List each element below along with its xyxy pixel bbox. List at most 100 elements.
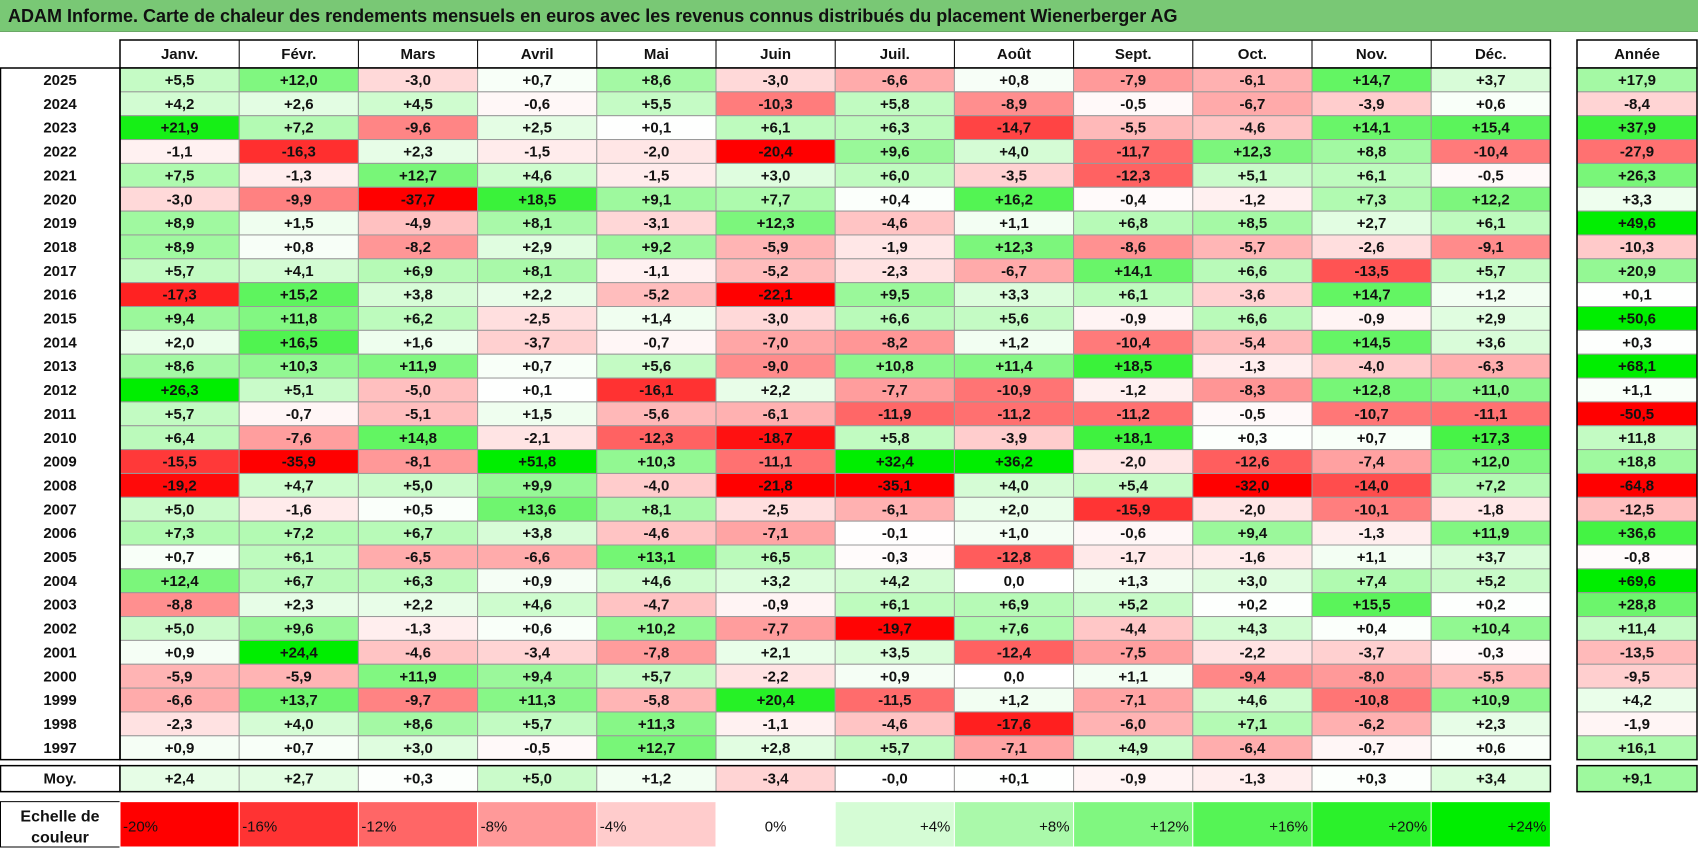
cell-value: +32,4 (876, 454, 915, 471)
cell-value: -12,4 (997, 644, 1032, 661)
cell-value: -7,4 (1359, 454, 1386, 471)
cell-value: +9,2 (642, 239, 672, 256)
avg-value: -0,0 (882, 771, 908, 788)
cell-value: -3,7 (524, 334, 550, 351)
cell-value: +10,2 (637, 621, 675, 638)
cell-value: -11,1 (759, 454, 792, 471)
cell-value: -4,6 (882, 716, 908, 733)
scale-swatch (477, 801, 598, 848)
cell-value: 0,0 (1004, 573, 1025, 590)
cell-value: +5,5 (642, 96, 672, 113)
cell-value: +1,5 (284, 215, 314, 232)
cell-value: +3,6 (1476, 334, 1506, 351)
cell-value: -0,3 (882, 549, 908, 566)
page-title: ADAM Informe. Carte de chaleur des rende… (8, 6, 1178, 26)
cell-value: +7,2 (284, 120, 314, 137)
avg-value: +3,4 (1476, 771, 1506, 788)
cell-value: +8,8 (1357, 144, 1387, 161)
cell-value: +6,8 (1118, 215, 1148, 232)
row-year-label: 2012 (43, 382, 76, 399)
scale-swatch-label: 0% (765, 819, 787, 836)
row-year-label: 2005 (43, 549, 76, 566)
cell-value: -12,3 (639, 430, 673, 447)
cell-value: -1,6 (1239, 549, 1265, 566)
cell-value: +24,4 (280, 644, 319, 661)
cell-value: -8,1 (405, 454, 431, 471)
month-header-11: Nov. (1356, 46, 1387, 63)
cell-value: +9,5 (880, 287, 910, 304)
cell-value: +16,2 (995, 191, 1033, 208)
avg-value: +1,2 (642, 771, 672, 788)
cell-value: +9,4 (522, 668, 552, 685)
row-year-label: 2003 (43, 597, 76, 614)
annual-value: -1,9 (1624, 716, 1650, 733)
annual-value: +26,3 (1618, 167, 1656, 184)
cell-value: -8,2 (405, 239, 431, 256)
cell-value: -9,1 (1478, 239, 1504, 256)
cell-value: -0,7 (1359, 740, 1385, 757)
cell-value: +5,7 (880, 740, 910, 757)
annual-value: -64,8 (1620, 477, 1654, 494)
scale-swatch-label: -8% (481, 819, 508, 836)
annual-value: -0,8 (1624, 549, 1650, 566)
avg-cell (953, 765, 1075, 793)
cell-value: +2,5 (522, 120, 552, 137)
cell-value: +10,8 (876, 358, 914, 375)
cell-value: -4,6 (882, 215, 908, 232)
cell-value: -5,9 (763, 239, 789, 256)
cell-value: +12,3 (757, 215, 795, 232)
cell-value: -20,4 (758, 144, 793, 161)
cell-value: +36,2 (995, 454, 1033, 471)
cell-value: -2,5 (524, 311, 550, 328)
cell-value: +1,1 (1357, 549, 1387, 566)
cell-value: -13,5 (1354, 263, 1388, 280)
cell-value: -4,0 (1359, 358, 1385, 375)
cell-value: +3,7 (1476, 72, 1506, 89)
cell-value: -8,6 (1120, 239, 1146, 256)
scale-swatch-label: -12% (361, 819, 396, 836)
avg-value: -0,9 (1120, 771, 1146, 788)
cell-value: +7,2 (284, 525, 314, 542)
cell-value: -19,7 (878, 621, 912, 638)
cell-value: +5,8 (880, 96, 910, 113)
cell-value: -19,2 (162, 477, 196, 494)
cell-value: +4,6 (642, 573, 672, 590)
cell-value: -11,5 (878, 692, 911, 709)
cell-value: +4,0 (999, 477, 1029, 494)
cell-value: +0,8 (284, 239, 314, 256)
cell-value: +2,6 (284, 96, 314, 113)
cell-value: +7,4 (1357, 573, 1387, 590)
cell-value: -12,8 (997, 549, 1031, 566)
row-year-label: 2008 (43, 477, 76, 494)
cell-value: +12,7 (399, 167, 437, 184)
cell-value: -10,1 (1354, 501, 1388, 518)
cell-value: -5,1 (405, 406, 431, 423)
avg-value: +2,7 (284, 771, 314, 788)
cell-value: -3,0 (167, 191, 193, 208)
scale-swatch-label: -16% (242, 819, 277, 836)
cell-value: -9,6 (405, 120, 431, 137)
cell-value: +6,4 (165, 430, 195, 447)
cell-value: +4,6 (522, 167, 552, 184)
annual-value: -12,5 (1620, 501, 1654, 518)
cell-value: -11,1 (1474, 406, 1507, 423)
cell-value: -8,0 (1359, 668, 1385, 685)
row-year-label: 2006 (43, 525, 76, 542)
cell-value: +51,8 (518, 454, 556, 471)
cell-value: +3,8 (403, 287, 433, 304)
cell-value: -2,2 (1239, 644, 1265, 661)
cell-value: -8,2 (882, 334, 908, 351)
cell-value: +5,4 (1118, 477, 1148, 494)
cell-value: -2,3 (882, 263, 908, 280)
row-year-label: 2023 (43, 120, 76, 137)
cell-value: +6,1 (1357, 167, 1387, 184)
cell-value: -6,4 (1239, 740, 1266, 757)
cell-value: -10,3 (758, 96, 792, 113)
avg-label-cell (0, 764, 121, 793)
scale-swatch (119, 801, 240, 848)
annual-value: -9,5 (1624, 668, 1650, 685)
cell-value: +8,6 (642, 72, 672, 89)
cell-value: +0,3 (1238, 430, 1268, 447)
cell-value: -35,9 (282, 454, 316, 471)
cell-value: +14,1 (1353, 120, 1391, 137)
